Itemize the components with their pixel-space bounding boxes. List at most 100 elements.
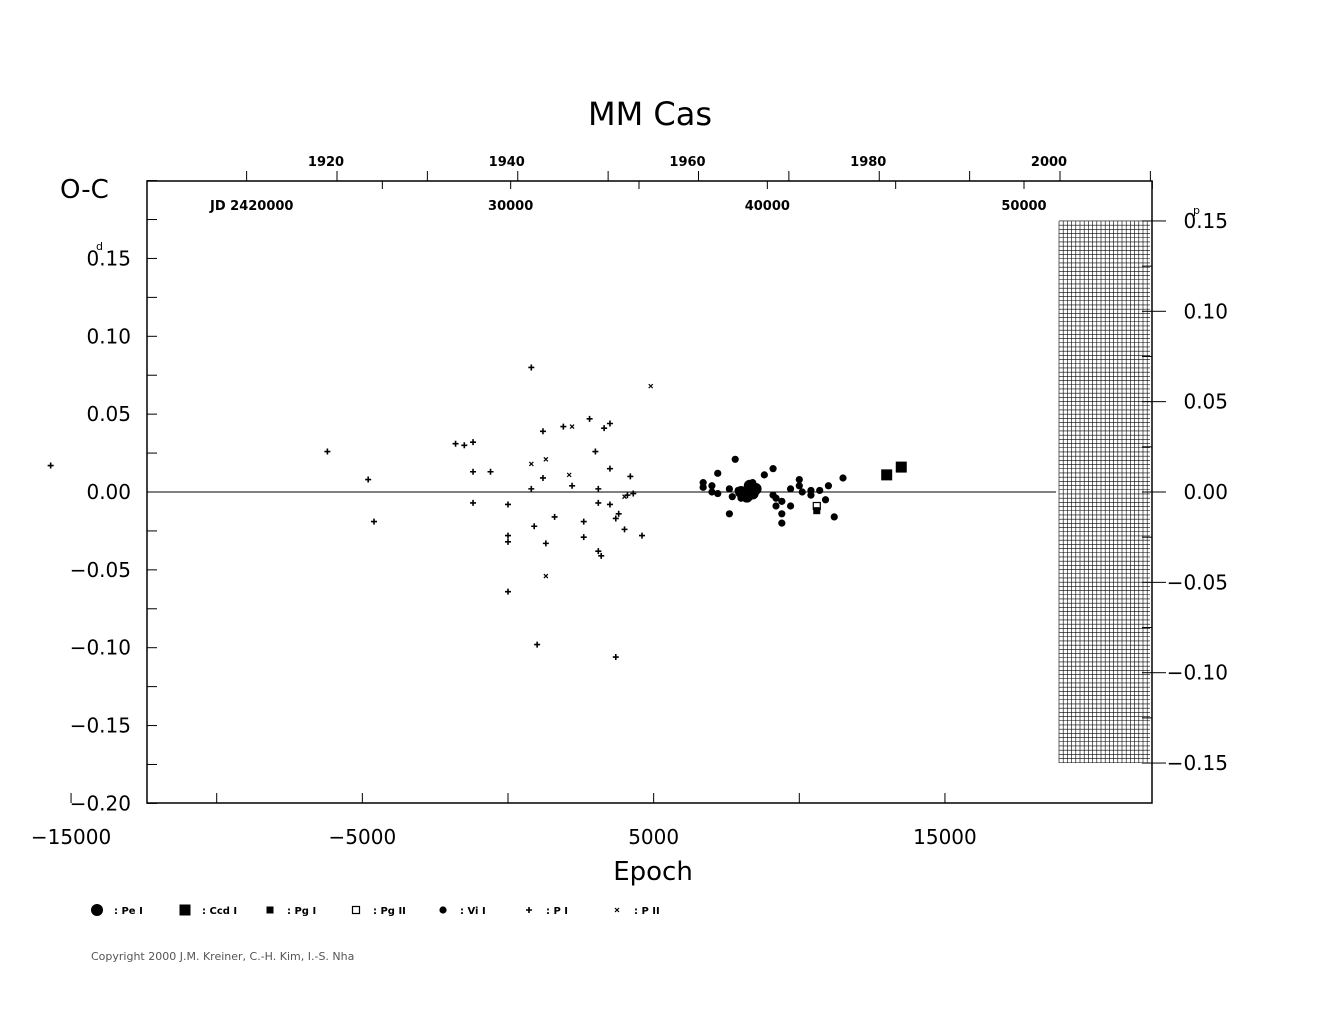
data-point [592,448,599,455]
data-point [638,532,645,539]
year-label: 2000 [1031,155,1067,170]
data-point [543,456,549,462]
y-tick-label: −0.10 [70,636,131,660]
data-point [470,499,477,506]
legend-marker [614,907,620,913]
x-tick-label: −15000 [31,825,111,849]
data-point [528,364,535,371]
data-point [539,474,546,481]
data-point [365,476,372,483]
y-tick-label: 0.10 [86,324,131,348]
legend-label: : P I [546,906,568,917]
legend-label: : Pg II [373,906,406,917]
x-tick-label: 15000 [913,825,977,849]
legend: : Pe I: Ccd I: Pg I: Pg II: Vi I: P I: P… [91,904,660,917]
data-point [612,654,619,661]
data-point [714,489,722,498]
data-point [470,468,477,475]
data-point [531,523,538,530]
right-tick-label: −0.05 [1167,570,1228,594]
year-label: 1920 [308,155,344,170]
hatched-region [1058,220,1150,764]
right-tick-label: −0.10 [1167,661,1228,685]
data-point [505,538,511,545]
year-label: 1960 [669,155,705,170]
legend-label: : Pg I [287,906,316,917]
data-point [708,482,716,490]
data-point [580,518,587,525]
data-point [505,532,511,539]
data-point [622,494,627,500]
data-point [595,485,602,492]
right-tick-label: 0.15 [1183,209,1228,233]
data-point [371,518,378,525]
data-point [795,475,803,484]
data-point [795,482,803,490]
data-point [630,490,637,497]
data-point [606,420,613,427]
data-point [749,482,762,495]
data-point [816,486,824,495]
data-point [543,573,549,579]
year-label: 1940 [489,155,525,170]
data-point [830,513,838,521]
data-point [528,461,534,467]
data-point [772,494,780,502]
data-point [708,488,716,496]
data-point [714,469,722,477]
y-tick-label: 0.00 [86,480,131,504]
data-point [839,474,847,482]
axes: 0.15 0.10 0.05 0.00 −0.05 −0.10 −0.15 −0.20 0.15… [31,155,1228,849]
y-tick-label: −0.15 [70,714,131,738]
year-label: 1980 [850,155,886,170]
data-point [778,519,786,527]
data-point [551,513,558,520]
data-point [786,502,795,510]
data-point [324,448,331,455]
data-point [569,424,575,430]
data-point [566,472,572,478]
y-tick-label: 0.15 [86,246,131,270]
data-point [807,486,815,495]
data-point [725,485,733,493]
data-point [606,465,613,472]
data-point [778,510,786,518]
data-point [798,488,806,496]
jd-label: JD 2420000 [209,199,293,214]
right-tick-label: 0.05 [1183,390,1228,414]
y-tick-label: 0.05 [86,402,131,426]
y-tick-label: −0.05 [70,558,131,582]
data-point [606,501,613,508]
data-point [470,439,477,446]
data-point [586,415,593,422]
data-point [598,552,605,559]
data-point [772,502,780,510]
data-point [778,497,786,505]
jd-label: 40000 [745,199,790,214]
data-point [560,423,567,430]
data-point [769,465,777,473]
y-unit-right: p [1193,204,1200,217]
data-point [731,455,739,463]
data-point [595,499,602,506]
jd-label: 50000 [1001,199,1046,214]
legend-marker [266,906,274,914]
data-point [542,540,549,547]
data-point [601,425,608,432]
right-tick-label: 0.00 [1183,480,1228,504]
x-tick-label: 5000 [628,825,679,849]
right-tick-label: 0.10 [1183,299,1228,323]
data-point [824,482,833,490]
legend-marker [91,904,103,916]
data-point [534,641,541,648]
data-point [505,588,511,595]
data-point [47,462,54,469]
data-point [612,515,619,522]
data-point [621,526,628,533]
right-tick-label: −0.15 [1167,751,1228,775]
data-point [452,440,459,447]
legend-label: : Pe I [114,906,143,917]
data-point [461,442,468,449]
data-point [786,485,795,493]
data-point [615,510,622,517]
